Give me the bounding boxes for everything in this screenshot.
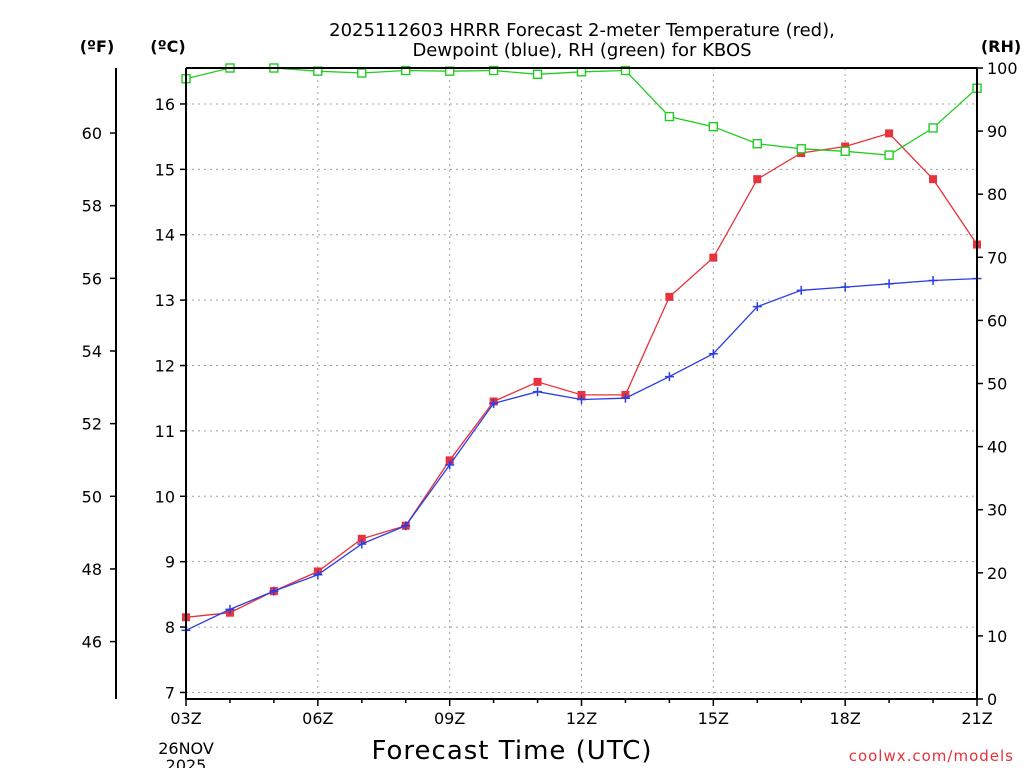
fahrenheit-tick-label: 60 — [82, 124, 102, 143]
fahrenheit-tick-label: 46 — [82, 633, 102, 652]
x-tick-label: 09Z — [434, 709, 465, 728]
celsius-tick-label: 10 — [155, 487, 175, 506]
rh-point — [357, 68, 367, 78]
rh-point — [532, 69, 543, 80]
rh-point — [752, 139, 762, 149]
fahrenheit-unit-label: (ºF) — [80, 37, 115, 56]
chart-title: 2025112603 HRRR Forecast 2-meter Tempera… — [329, 20, 835, 41]
rh-point — [928, 123, 938, 133]
rh-tick-label: 50 — [987, 375, 1007, 394]
x-tick-label: 12Z — [566, 709, 597, 728]
rh-tick-label: 40 — [987, 438, 1007, 457]
rh-tick-label: 100 — [987, 59, 1018, 78]
dewpoint-point — [796, 285, 806, 295]
fahrenheit-tick-label: 52 — [82, 415, 102, 434]
rh-tick-label: 60 — [987, 311, 1007, 330]
rh-unit-label: (RH) — [981, 37, 1021, 56]
credit-label: coolwx.com/models — [849, 747, 1014, 765]
dewpoint-point — [928, 276, 938, 286]
temperature-point — [753, 175, 762, 184]
x-tick-label: 15Z — [698, 709, 729, 728]
data-series — [181, 63, 982, 635]
rh-tick-label: 30 — [987, 501, 1007, 520]
dewpoint-point — [752, 302, 762, 312]
temperature-point — [577, 390, 586, 399]
celsius-tick-label: 12 — [155, 357, 175, 376]
x-tick-label: 18Z — [830, 709, 861, 728]
celsius-tick-label: 16 — [155, 95, 175, 114]
temperature-point — [885, 129, 894, 138]
fahrenheit-tick-label: 58 — [82, 197, 102, 216]
dewpoint-point — [577, 395, 586, 405]
fahrenheit-tick-label: 48 — [82, 560, 102, 579]
temperature-point — [709, 253, 718, 262]
celsius-tick-label: 13 — [155, 291, 175, 310]
celsius-tick-label: 7 — [165, 683, 175, 702]
temperature-point — [841, 142, 850, 151]
rh-tick-label: 80 — [987, 185, 1007, 204]
x-date-day-label: 26NOV — [158, 739, 214, 758]
dewpoint-point — [401, 521, 411, 531]
rh-point — [488, 65, 499, 76]
axes: 7 8 9 10 11 12 13 14 15 16 46 48 50 52 54 56 58 60 0 10 20 30… — [82, 59, 1018, 728]
dewpoint-point — [357, 539, 367, 549]
temperature-point — [445, 456, 454, 465]
dewpoint-point — [269, 586, 279, 596]
fahrenheit-tick-label: 54 — [82, 342, 102, 361]
x-tick-label: 03Z — [170, 709, 201, 728]
dewpoint-point — [225, 604, 235, 614]
rh-tick-label: 70 — [987, 248, 1007, 267]
chart-subtitle: Dewpoint (blue), RH (green) for KBOS — [412, 40, 751, 61]
dewpoint-point — [313, 570, 323, 580]
dewpoint-point — [708, 349, 718, 359]
rh-point — [401, 65, 411, 76]
x-date-year-label: 2025 — [166, 756, 207, 768]
dewpoint-point — [840, 282, 850, 292]
rh-point — [708, 121, 719, 132]
rh-tick-label: 90 — [987, 122, 1007, 141]
celsius-tick-label: 8 — [165, 618, 175, 637]
celsius-tick-label: 9 — [165, 553, 175, 572]
rh-tick-label: 0 — [987, 690, 997, 709]
x-axis-label: Forecast Time (UTC) — [371, 736, 652, 766]
temperature-point — [665, 292, 674, 301]
dewpoint-point — [620, 393, 630, 403]
fahrenheit-tick-label: 56 — [82, 269, 102, 288]
dewpoint-series — [181, 274, 982, 635]
celsius-tick-label: 14 — [155, 226, 175, 245]
celsius-tick-label: 15 — [155, 160, 175, 179]
rh-point — [620, 65, 631, 76]
dewpoint-point — [533, 387, 543, 397]
celsius-unit-label: (ºC) — [150, 37, 185, 56]
dewpoint-point — [489, 398, 499, 408]
fahrenheit-tick-label: 50 — [82, 487, 102, 506]
dewpoint-point — [445, 460, 455, 470]
x-tick-label: 06Z — [302, 709, 333, 728]
celsius-tick-label: 11 — [155, 422, 175, 441]
x-tick-label: 21Z — [961, 709, 992, 728]
dewpoint-point — [884, 279, 894, 289]
rh-point — [840, 146, 850, 156]
dewpoint-point — [664, 372, 674, 382]
rh-point — [796, 144, 806, 154]
rh-point — [664, 111, 675, 122]
temperature-point — [357, 534, 366, 543]
temperature-point — [533, 377, 542, 386]
temperature-point — [929, 175, 938, 184]
rh-tick-label: 20 — [987, 564, 1007, 583]
rh-point — [884, 150, 894, 160]
rh-tick-label: 10 — [987, 627, 1007, 646]
